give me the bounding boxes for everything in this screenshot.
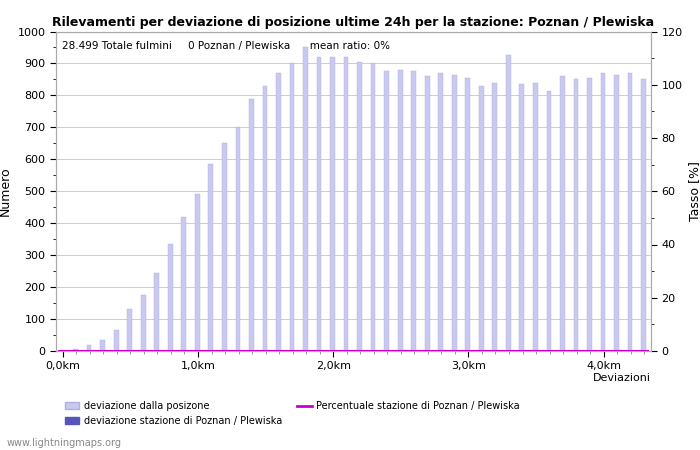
Bar [466,78,470,351]
Bar [155,273,159,351]
Bar [614,75,619,351]
Bar [222,143,227,351]
Bar [573,79,578,351]
Bar [330,57,335,351]
Bar [195,194,200,351]
Bar [100,340,105,351]
Bar [209,164,214,351]
Bar [412,72,416,351]
Y-axis label: Tasso [%]: Tasso [%] [688,161,700,221]
Title: Rilevamenti per deviazione di posizione ultime 24h per la stazione: Poznan / Ple: Rilevamenti per deviazione di posizione … [52,16,655,29]
Bar [560,76,565,351]
Bar [276,73,281,351]
Bar [262,86,267,351]
Bar [452,75,456,351]
Text: Deviazioni: Deviazioni [593,374,651,383]
Text: www.lightningmaps.org: www.lightningmaps.org [7,438,122,448]
Bar [641,79,646,351]
Bar [506,55,511,351]
Bar [127,310,132,351]
Bar [316,57,321,351]
Bar [303,47,308,351]
Bar [344,57,349,351]
Bar [601,73,606,351]
Bar [425,76,430,351]
Bar [384,72,389,351]
Bar [628,73,632,351]
Bar [141,295,146,351]
Bar [479,86,484,351]
Bar [249,99,254,351]
Bar [438,73,443,351]
Legend: deviazione dalla posizone, deviazione stazione di Poznan / Plewiska, Percentuale: deviazione dalla posizone, deviazione st… [61,397,524,430]
Bar [235,127,240,351]
Bar [547,90,552,351]
Text: 28.499 Totale fulmini     0 Poznan / Plewiska      mean ratio: 0%: 28.499 Totale fulmini 0 Poznan / Plewisk… [62,41,390,51]
Bar [357,62,362,351]
Bar [181,217,186,351]
Y-axis label: Numero: Numero [0,166,12,216]
Bar [371,63,375,351]
Bar [492,83,497,351]
Bar [587,78,592,351]
Bar [74,349,78,351]
Bar [519,84,524,351]
Bar [87,345,92,351]
Bar [168,244,173,351]
Bar [533,83,538,351]
Bar [398,70,402,351]
Bar [290,63,294,351]
Bar [114,330,118,351]
